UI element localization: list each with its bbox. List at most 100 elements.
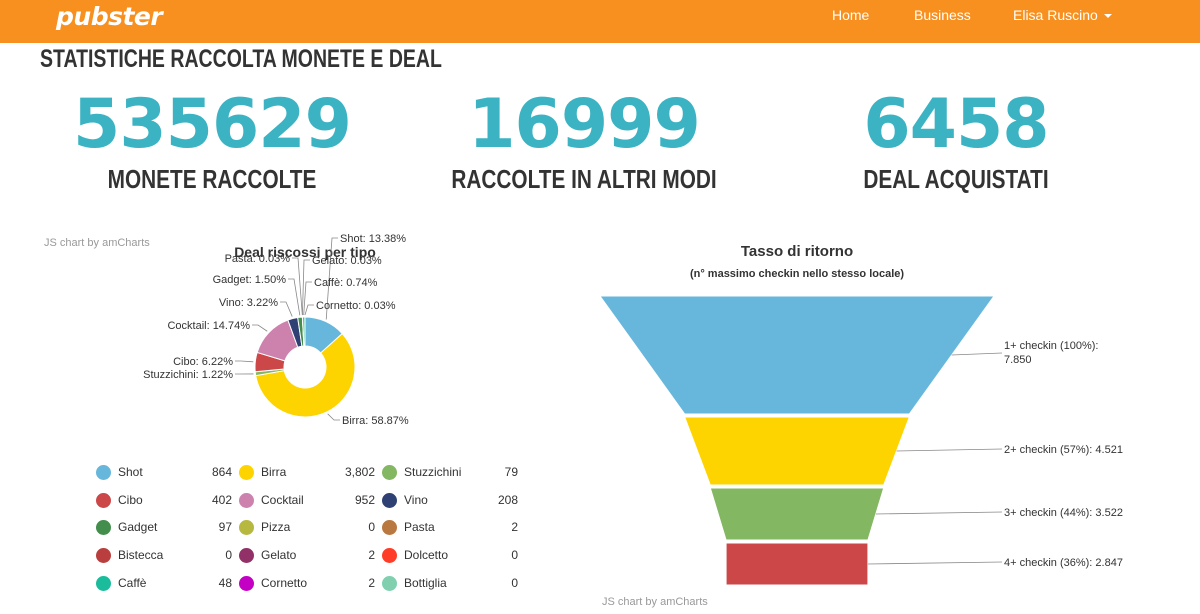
legend-swatch bbox=[382, 465, 397, 480]
legend-value: 79 bbox=[504, 465, 518, 479]
legend-label: Cocktail bbox=[261, 492, 304, 507]
legend-value: 48 bbox=[218, 575, 232, 590]
legend-item-pasta[interactable]: Pasta 2 bbox=[380, 517, 526, 537]
funnel-label-connector bbox=[867, 561, 1003, 565]
stat-label: MONETE RACCOLTE bbox=[107, 164, 317, 194]
legend-label: Stuzzichini bbox=[404, 465, 462, 479]
donut-legend: Shot 864 Birra 3,802 Stuzzichini 79 Cibo 402 Coc… bbox=[94, 462, 534, 602]
funnel-label-connector bbox=[875, 511, 1003, 515]
pie-label-connector bbox=[288, 278, 301, 316]
legend-label: Cornetto bbox=[261, 575, 308, 590]
pie-label-pasta: Pasta: 0.03% bbox=[225, 253, 291, 265]
nav-link-home[interactable]: Home bbox=[832, 7, 870, 23]
top-navbar: pubster Home Business Elisa Ruscino bbox=[0, 0, 1200, 43]
funnel-stage-2[interactable] bbox=[683, 416, 911, 486]
legend-item-gadget[interactable]: Gadget 97 bbox=[94, 517, 240, 537]
legend-swatch bbox=[382, 575, 397, 591]
pie-label-connector bbox=[303, 281, 312, 316]
legend-item-caffe[interactable]: Caffè 48 bbox=[94, 573, 240, 593]
legend-swatch bbox=[239, 520, 254, 536]
pie-label-cocktail: Cocktail: 14.74% bbox=[167, 320, 250, 332]
legend-label: Gelato bbox=[261, 548, 297, 563]
legend-swatch bbox=[96, 575, 111, 591]
legend-item-bistecca[interactable]: Bistecca 0 bbox=[94, 545, 240, 565]
legend-swatch bbox=[96, 465, 111, 480]
legend-value: 208 bbox=[497, 492, 518, 507]
legend-label: Bistecca bbox=[118, 548, 164, 563]
pie-label-cibo: Cibo: 6.22% bbox=[173, 356, 233, 368]
page-title: STATISTICHE RACCOLTA MONETE E DEAL bbox=[40, 45, 442, 73]
legend-label: Gadget bbox=[118, 520, 158, 535]
pie-label-connector bbox=[235, 360, 254, 363]
deal-type-donut-chart: Deal riscossi per tipo Shot: 13.38% Birra… bbox=[143, 233, 409, 427]
legend-item-birra[interactable]: Birra 3,802 bbox=[237, 462, 383, 482]
legend-item-cornetto[interactable]: Cornetto 2 bbox=[237, 573, 383, 593]
funnel-label-4: 4+ checkin (36%): 2.847 bbox=[1004, 557, 1123, 569]
legend-value: 0 bbox=[511, 575, 518, 590]
pie-label-connector bbox=[292, 257, 303, 316]
legend-label: Vino bbox=[404, 492, 428, 507]
pie-label-shot: Shot: 13.38% bbox=[340, 233, 406, 245]
funnel-chart-credit[interactable]: JS chart by amCharts bbox=[602, 596, 708, 608]
legend-item-pizza[interactable]: Pizza 0 bbox=[237, 517, 383, 537]
legend-item-dolcetto[interactable]: Dolcetto 0 bbox=[380, 545, 526, 565]
nav-link-business[interactable]: Business bbox=[914, 7, 971, 23]
legend-swatch bbox=[382, 520, 397, 536]
funnel-stage-1[interactable] bbox=[599, 295, 995, 415]
stat-raccolte-altri-modi: 16999 RACCOLTE IN ALTRI MODI bbox=[394, 86, 774, 195]
user-menu[interactable]: Elisa Ruscino bbox=[1013, 7, 1112, 23]
legend-item-shot[interactable]: Shot 864 bbox=[94, 462, 240, 482]
pie-chart-title: Deal riscossi per tipo bbox=[234, 244, 376, 260]
pie-label-gadget: Gadget: 1.50% bbox=[213, 274, 287, 286]
legend-swatch bbox=[239, 465, 254, 480]
stat-value: 16999 bbox=[468, 85, 701, 164]
stat-label: DEAL ACQUISTATI bbox=[863, 164, 1049, 194]
pie-label-connector bbox=[252, 324, 268, 332]
user-menu-label: Elisa Ruscino bbox=[1013, 7, 1098, 23]
legend-label: Cibo bbox=[118, 492, 143, 507]
funnel-label-connector bbox=[951, 352, 1003, 356]
pie-chart-credit[interactable]: JS chart by amCharts bbox=[44, 237, 150, 249]
pie-label-connector bbox=[327, 413, 340, 421]
legend-swatch bbox=[96, 492, 111, 508]
pie-slice-birra[interactable] bbox=[255, 332, 356, 418]
funnel-label-3: 3+ checkin (44%): 3.522 bbox=[1004, 507, 1123, 519]
legend-item-cibo[interactable]: Cibo 402 bbox=[94, 490, 240, 510]
funnel-stage-4[interactable] bbox=[725, 542, 869, 586]
legend-swatch bbox=[239, 548, 254, 564]
legend-swatch bbox=[382, 548, 397, 564]
legend-item-vino[interactable]: Vino 208 bbox=[380, 490, 526, 510]
legend-label: Pasta bbox=[404, 520, 435, 535]
legend-label: Dolcetto bbox=[404, 548, 449, 563]
funnel-label-connector bbox=[896, 448, 1003, 452]
legend-value: 0 bbox=[225, 548, 232, 563]
funnel-label-2: 2+ checkin (57%): 4.521 bbox=[1004, 444, 1123, 456]
pie-label-caffe: Caffè: 0.74% bbox=[314, 277, 378, 289]
legend-swatch bbox=[382, 492, 397, 508]
legend-item-cocktail[interactable]: Cocktail 952 bbox=[237, 490, 383, 510]
funnel-chart-subtitle: (n° massimo checkin nello stesso locale) bbox=[689, 268, 905, 280]
pubster-logo[interactable]: pubster bbox=[56, 2, 163, 31]
legend-item-gelato[interactable]: Gelato 2 bbox=[237, 545, 383, 565]
legend-value: 0 bbox=[368, 520, 375, 535]
legend-label: Birra bbox=[261, 465, 287, 479]
legend-item-stuzzichini[interactable]: Stuzzichini 79 bbox=[380, 462, 526, 482]
legend-value: 2 bbox=[511, 520, 518, 535]
legend-label: Bottiglia bbox=[404, 575, 447, 590]
pie-label-vino: Vino: 3.22% bbox=[219, 297, 278, 309]
legend-label: Caffè bbox=[118, 575, 147, 590]
pie-label-stuzzichini: Stuzzichini: 1.22% bbox=[143, 369, 233, 381]
chevron-down-icon bbox=[1103, 14, 1112, 19]
legend-item-bottiglia[interactable]: Bottiglia 0 bbox=[380, 573, 526, 593]
legend-value: 2 bbox=[368, 575, 375, 590]
legend-label: Shot bbox=[118, 465, 143, 479]
legend-swatch bbox=[239, 492, 254, 508]
funnel-chart-title: Tasso di ritorno bbox=[740, 243, 854, 260]
legend-value: 952 bbox=[354, 492, 375, 507]
legend-swatch bbox=[239, 575, 254, 591]
legend-swatch bbox=[96, 520, 111, 536]
funnel-stage-3[interactable] bbox=[709, 487, 885, 541]
pie-label-birra: Birra: 58.87% bbox=[342, 415, 409, 427]
legend-label: Pizza bbox=[261, 520, 291, 535]
stat-monete-raccolte: 535629 MONETE RACCOLTE bbox=[22, 86, 402, 195]
